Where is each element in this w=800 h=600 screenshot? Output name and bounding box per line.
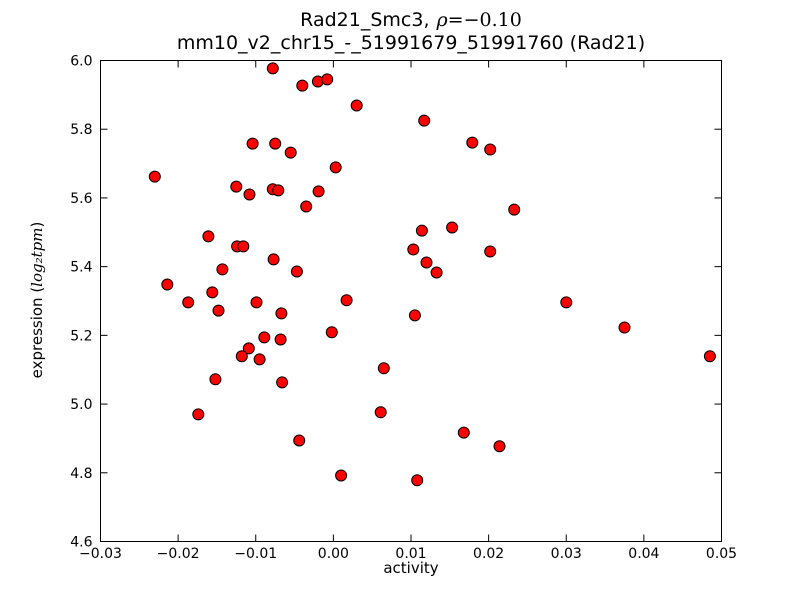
data-point [242,342,255,355]
data-point [407,243,420,256]
data-point [269,137,282,150]
data-point [420,256,433,269]
title-gene-pair: Rad21_Smc3, [300,9,430,31]
data-point [350,99,363,112]
data-point [246,137,259,150]
x-tick-label: 0.03 [551,546,582,562]
data-point [430,266,443,279]
y-tick-label: 4.8 [70,466,92,482]
data-point [276,376,289,389]
x-tick-label: 0.04 [628,546,659,562]
title-rho-symbol: ρ [436,9,448,31]
data-point [266,62,279,75]
data-point [484,245,497,258]
data-point [275,307,288,320]
data-point [374,406,387,419]
data-point [250,296,263,309]
data-point [253,353,266,366]
data-point [466,136,479,149]
x-tick-label: −0.01 [234,546,277,562]
data-point [415,224,428,237]
y-tick-label: 6.0 [70,54,92,70]
data-point [206,286,219,299]
data-point [321,73,334,86]
data-point [377,362,390,375]
data-point [335,469,348,482]
data-point [408,309,421,322]
data-point [325,326,338,339]
data-point [258,331,271,344]
x-tick-label: −0.03 [79,546,122,562]
chart-title-line1: Rad21_Smc3, ρ=−0.10 [100,9,722,32]
data-point [209,373,222,386]
data-point [161,278,174,291]
y-axis-label: expression (log₂tpm) [28,222,46,379]
data-point [340,294,353,307]
y-axis-label-suffix: ) [28,221,46,228]
y-axis-label-prefix: expression ( [28,286,46,379]
chart-title-block: Rad21_Smc3, ρ=−0.10 mm10_v2_chr15_-_51991… [100,9,722,55]
y-tick-label: 5.2 [70,328,92,344]
x-tick-label: 0.00 [318,546,349,562]
data-point [493,440,506,453]
y-tick-label: 5.6 [70,191,92,207]
title-rho-value: =−0.10 [447,9,522,31]
data-point [284,146,297,159]
data-point [296,79,309,92]
data-point [446,221,459,234]
data-point [192,408,205,421]
data-point [329,161,342,174]
y-axis-label-math: log₂tpm [28,227,46,287]
data-point [182,296,195,309]
y-tick-label: 5.4 [70,260,92,276]
chart-subtitle: mm10_v2_chr15_-_51991679_51991760 (Rad21… [176,32,646,54]
y-tick-label: 5.8 [70,122,92,138]
data-point [293,434,306,447]
data-point [484,143,497,156]
data-point [235,350,248,363]
data-point [212,304,225,317]
x-tick-label: −0.02 [157,546,200,562]
data-point [411,474,424,487]
data-point [216,263,229,276]
x-tick-label: 0.01 [395,546,426,562]
data-point [457,426,470,439]
data-point [290,265,303,278]
data-point [243,188,256,201]
data-point [230,180,243,193]
data-point [148,170,161,183]
data-point [272,184,285,197]
x-tick-label: 0.05 [706,546,737,562]
x-axis-label: activity [383,559,439,577]
data-point [703,350,716,363]
data-point [508,203,521,216]
data-point [560,296,573,309]
data-point [237,240,250,253]
data-point [267,253,280,266]
data-point [202,230,215,243]
data-point [312,185,325,198]
data-point [300,200,313,213]
data-point [418,114,431,127]
y-tick-label: 4.6 [70,535,92,551]
y-tick-label: 5.0 [70,397,92,413]
data-point [274,333,287,346]
data-point [618,321,631,334]
x-tick-label: 0.02 [473,546,504,562]
